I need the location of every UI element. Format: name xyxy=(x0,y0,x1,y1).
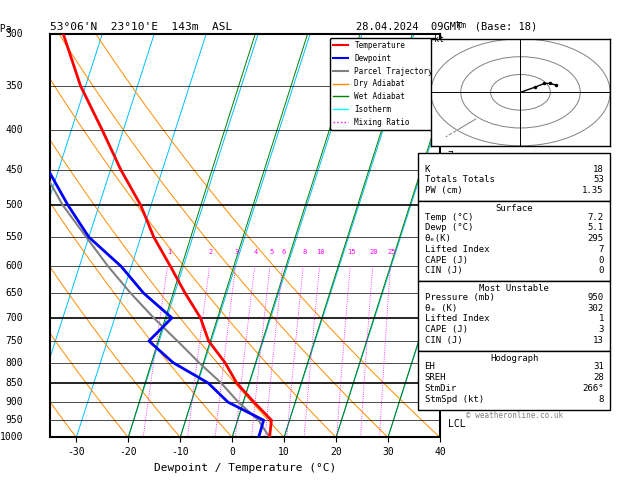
Text: 15: 15 xyxy=(347,249,355,255)
Text: Mixing Ratio (g/kg): Mixing Ratio (g/kg) xyxy=(474,188,484,283)
Text: Pressure (mb): Pressure (mb) xyxy=(425,293,494,302)
Text: 1.35: 1.35 xyxy=(582,186,604,195)
Text: Temp (°C): Temp (°C) xyxy=(425,213,473,222)
Text: 0: 0 xyxy=(598,256,604,264)
Text: 750: 750 xyxy=(6,336,23,346)
Text: 600: 600 xyxy=(6,261,23,271)
Text: Hodograph: Hodograph xyxy=(490,354,538,363)
Text: 13: 13 xyxy=(593,336,604,345)
Text: ASL: ASL xyxy=(455,42,470,51)
Text: 18: 18 xyxy=(593,165,604,174)
Text: 4: 4 xyxy=(254,249,258,255)
Text: km: km xyxy=(455,21,465,30)
Text: CAPE (J): CAPE (J) xyxy=(425,256,467,264)
Text: 0: 0 xyxy=(598,266,604,275)
Text: Surface: Surface xyxy=(496,204,533,213)
Text: 302: 302 xyxy=(587,304,604,312)
Text: 53: 53 xyxy=(593,175,604,184)
Text: 400: 400 xyxy=(6,125,23,136)
Text: 25: 25 xyxy=(387,249,396,255)
Text: 266°: 266° xyxy=(582,384,604,393)
Text: 4: 4 xyxy=(448,278,454,288)
Text: 20: 20 xyxy=(369,249,378,255)
Text: 1: 1 xyxy=(598,314,604,323)
X-axis label: Dewpoint / Temperature (°C): Dewpoint / Temperature (°C) xyxy=(154,463,337,473)
Text: 700: 700 xyxy=(6,313,23,323)
Text: 950: 950 xyxy=(6,415,23,425)
Text: 6: 6 xyxy=(448,226,454,236)
Text: 295: 295 xyxy=(587,234,604,243)
Text: 900: 900 xyxy=(6,397,23,407)
Text: 7: 7 xyxy=(448,151,454,161)
Text: K: K xyxy=(425,165,430,174)
Text: 3: 3 xyxy=(598,325,604,334)
Legend: Temperature, Dewpoint, Parcel Trajectory, Dry Adiabat, Wet Adiabat, Isotherm, Mi: Temperature, Dewpoint, Parcel Trajectory… xyxy=(330,38,436,130)
Text: 3: 3 xyxy=(235,249,239,255)
Text: 1000: 1000 xyxy=(0,433,23,442)
Text: 8: 8 xyxy=(448,87,454,97)
Text: Dewp (°C): Dewp (°C) xyxy=(425,224,473,232)
Text: 7.2: 7.2 xyxy=(587,213,604,222)
Text: 950: 950 xyxy=(587,293,604,302)
Text: 1: 1 xyxy=(448,397,454,407)
Text: 1: 1 xyxy=(167,249,171,255)
Text: 650: 650 xyxy=(6,288,23,298)
Text: 8: 8 xyxy=(598,395,604,403)
Text: 3: 3 xyxy=(448,313,454,323)
Text: 550: 550 xyxy=(6,232,23,242)
Text: Lifted Index: Lifted Index xyxy=(425,314,489,323)
Text: 7: 7 xyxy=(598,245,604,254)
Text: θₑ (K): θₑ (K) xyxy=(425,304,457,312)
Text: hPa: hPa xyxy=(0,24,11,34)
Text: 450: 450 xyxy=(6,165,23,175)
Text: Most Unstable: Most Unstable xyxy=(479,284,549,294)
Text: EH: EH xyxy=(425,363,435,371)
Text: LCL: LCL xyxy=(448,419,465,429)
Text: StmDir: StmDir xyxy=(425,384,457,393)
Text: CIN (J): CIN (J) xyxy=(425,336,462,345)
Text: © weatheronline.co.uk: © weatheronline.co.uk xyxy=(465,411,563,419)
Text: CIN (J): CIN (J) xyxy=(425,266,462,275)
Text: 8: 8 xyxy=(303,249,306,255)
Text: CAPE (J): CAPE (J) xyxy=(425,325,467,334)
Text: 28: 28 xyxy=(593,373,604,382)
Text: 6: 6 xyxy=(282,249,286,255)
Text: 300: 300 xyxy=(6,29,23,39)
Text: Totals Totals: Totals Totals xyxy=(425,175,494,184)
Text: 2: 2 xyxy=(209,249,213,255)
Text: θₑ(K): θₑ(K) xyxy=(425,234,452,243)
Text: 800: 800 xyxy=(6,358,23,367)
Text: 850: 850 xyxy=(6,378,23,388)
Text: Lifted Index: Lifted Index xyxy=(425,245,489,254)
Text: 31: 31 xyxy=(593,363,604,371)
Text: 5.1: 5.1 xyxy=(587,224,604,232)
Text: 500: 500 xyxy=(6,200,23,210)
Text: 28.04.2024  09GMT  (Base: 18): 28.04.2024 09GMT (Base: 18) xyxy=(356,22,537,32)
Text: 5: 5 xyxy=(269,249,274,255)
Text: StmSpd (kt): StmSpd (kt) xyxy=(425,395,484,403)
Text: 10: 10 xyxy=(316,249,325,255)
Text: 2: 2 xyxy=(448,356,454,365)
Text: 5: 5 xyxy=(448,250,454,260)
Text: 350: 350 xyxy=(6,81,23,91)
Text: 53°06'N  23°10'E  143m  ASL: 53°06'N 23°10'E 143m ASL xyxy=(50,22,233,32)
Text: kt: kt xyxy=(434,35,444,44)
Text: PW (cm): PW (cm) xyxy=(425,186,462,195)
Text: SREH: SREH xyxy=(425,373,446,382)
